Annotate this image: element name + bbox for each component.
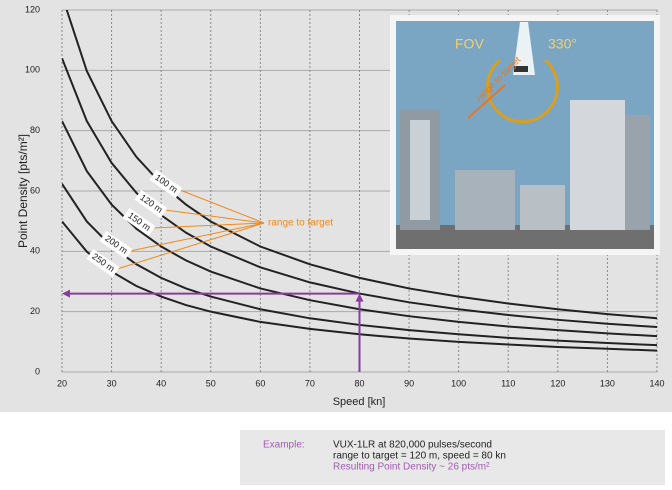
- example-label: Example:: [263, 440, 305, 451]
- annotation-leader: [116, 222, 265, 270]
- building: [625, 115, 650, 230]
- series-label-bg: [134, 189, 168, 219]
- range-arrow: [467, 84, 506, 119]
- x-tick-label: 80: [354, 378, 364, 388]
- building: [520, 185, 565, 230]
- drone: [514, 66, 528, 72]
- example-box: [240, 430, 665, 485]
- x-tick-label: 90: [404, 378, 414, 388]
- series-label-bg: [99, 230, 133, 260]
- x-tick-label: 50: [206, 378, 216, 388]
- x-tick-label: 110: [501, 378, 515, 388]
- angle-label: 330°: [548, 36, 577, 52]
- x-tick-label: 60: [255, 378, 265, 388]
- marker-arrowhead: [355, 293, 364, 302]
- building: [410, 120, 430, 220]
- fov-label: FOV: [455, 36, 484, 52]
- y-tick-label: 80: [30, 125, 40, 135]
- x-tick-label: 40: [156, 378, 166, 388]
- annotation-leader: [129, 222, 265, 252]
- series-label-bg: [149, 169, 183, 199]
- series-label-bg: [86, 248, 120, 278]
- x-tick-label: 70: [305, 378, 315, 388]
- annotation-leader: [179, 189, 265, 224]
- example-result: Resulting Point Density ~ 26 pts/m²: [333, 462, 490, 473]
- y-axis-label: Point Density [pts/m²]: [16, 134, 30, 248]
- y-tick-label: 20: [30, 306, 40, 316]
- marker-arrowhead: [62, 289, 70, 298]
- series-line: [62, 57, 657, 329]
- y-tick-label: 100: [25, 65, 40, 75]
- x-tick-label: 100: [451, 378, 466, 388]
- y-tick-label: 120: [25, 4, 40, 14]
- annotation: range to target: [268, 218, 333, 229]
- building: [455, 170, 515, 230]
- inset: FOV 330° range to target: [390, 15, 660, 255]
- x-axis-label: Speed [kn]: [333, 396, 386, 408]
- x-tick-label: 130: [600, 378, 615, 388]
- example-line: VUX-1LR at 820,000 pulses/second: [333, 440, 492, 451]
- series-line: [62, 220, 657, 352]
- example-line: range to target = 120 m, speed = 80 kn: [333, 451, 506, 462]
- fov-arc: [486, 58, 559, 124]
- series-line: [65, 10, 657, 320]
- x-tick-label: 20: [57, 378, 67, 388]
- x-tick-label: 120: [550, 378, 565, 388]
- y-tick-label: 0: [35, 366, 40, 376]
- fov-beam: [513, 22, 535, 75]
- y-tick-label: 40: [30, 246, 40, 256]
- series-label-bg: [122, 207, 156, 237]
- annotation-leader: [164, 209, 265, 224]
- x-tick-label: 140: [649, 378, 664, 388]
- building: [570, 100, 625, 230]
- y-tick-label: 60: [30, 185, 40, 195]
- x-tick-label: 30: [107, 378, 117, 388]
- annotation-leader: [152, 222, 265, 229]
